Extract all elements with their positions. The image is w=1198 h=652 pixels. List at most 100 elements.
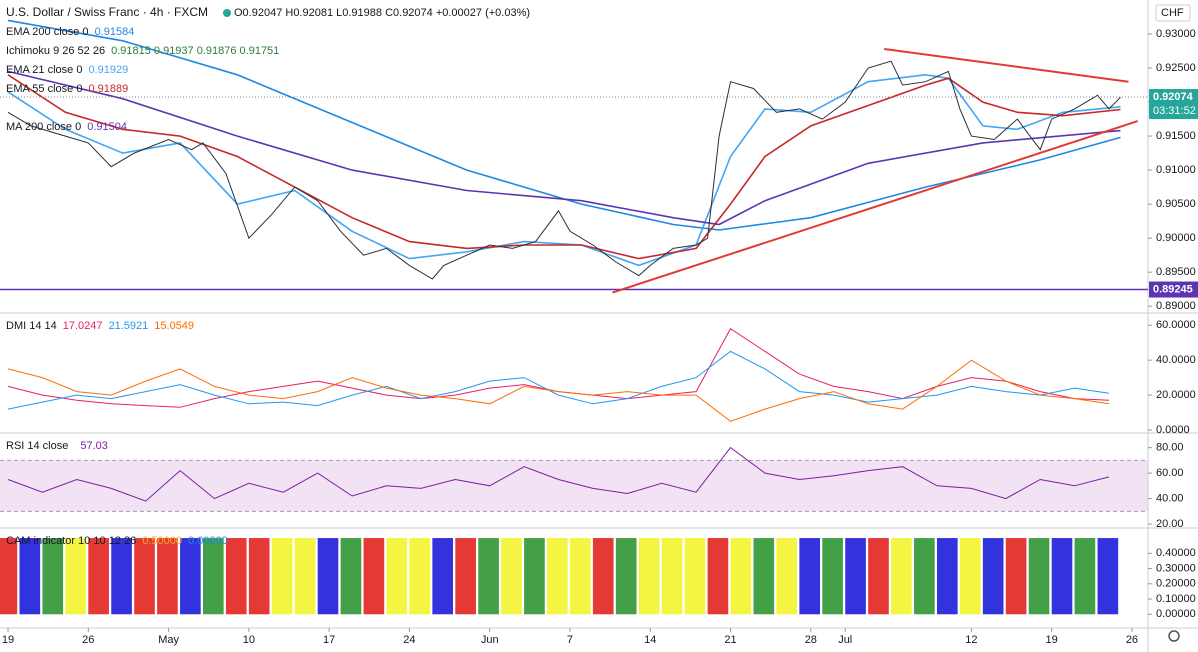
cam-bar [707,538,729,615]
x-tick-label: 10 [243,634,255,646]
indicator-line [7,446,1110,502]
cam-bar [271,538,293,615]
legend-value: 0.00000 [188,535,228,547]
x-tick-label: May [158,634,179,646]
x-tick-label: 19 [1046,634,1058,646]
legend-value: 57.03 [80,440,108,452]
cam-bar [317,538,339,615]
x-tick-label: 19 [2,634,14,646]
cam-bar [111,538,132,615]
y-tick-label: 0.00000 [1156,608,1196,620]
cam-bar [936,538,958,615]
cam-bar [1005,538,1027,615]
legend-name: EMA 55 close 0 [6,83,82,95]
legend-name: EMA 200 close 0 [6,26,89,38]
cam-bar [65,538,87,615]
x-tick-label: 12 [965,634,977,646]
x-tick-label: 14 [644,634,656,646]
cam-bar [88,538,109,615]
cam-bar [822,538,843,615]
x-tick-label: 26 [82,634,94,646]
cam-bar [294,538,316,615]
y-tick-label: 0.0000 [1156,424,1190,436]
cam-bar [638,538,660,615]
last-price-tag [1149,89,1198,120]
y-tick-label: 40.0000 [1156,354,1196,366]
cam-bar [409,538,431,615]
cam-bar [753,538,775,615]
pane-title: DMI 14 14 [6,320,57,332]
y-tick-label: 0.40000 [1156,547,1196,559]
cam-bar [1074,538,1096,615]
cam-bar [868,538,889,615]
cam-bar [776,538,798,615]
x-tick-label: 26 [1126,634,1138,646]
y-tick-label: 0.92500 [1156,62,1196,74]
pane-title: RSI 14 close [6,440,68,452]
cam-bar [225,538,247,615]
cam-bar [134,538,155,615]
indicator-line [7,70,1121,226]
y-tick-label: 40.00 [1156,492,1184,504]
price-line [7,60,1121,280]
cam-bar [730,538,752,615]
x-tick-label: Jul [838,634,852,646]
indicator-line [7,359,1110,422]
cam-bar [157,538,178,615]
x-tick-label: 28 [805,634,817,646]
rsi-band [0,460,1148,512]
cam-bar [799,538,820,615]
indicator-line [7,350,1110,410]
y-tick-label: 60.0000 [1156,319,1196,331]
currency-label[interactable]: CHF [1161,7,1184,19]
y-tick-label: 0.89000 [1156,300,1196,312]
cam-bar [19,538,41,615]
y-tick-label: 0.91000 [1156,164,1196,176]
cam-bar [180,538,201,615]
cam-bar [501,538,522,615]
legend-value: 0.50000 [142,535,182,547]
legend-value: 21.5921 [109,320,149,332]
trendline [884,48,1129,83]
legend-value: 0.91889 [88,83,128,95]
countdown-label: 03:31:52 [1153,105,1196,117]
x-tick-label: 21 [724,634,736,646]
currency-button[interactable] [1155,4,1191,22]
legend-name: EMA 21 close 0 [6,64,82,76]
y-tick-label: 80.00 [1156,442,1184,454]
y-tick-label: 0.90500 [1156,198,1196,210]
cam-bar [914,538,935,615]
legend-value: 0.91504 [87,121,127,133]
cam-bar [1097,538,1119,615]
legend-value: 0.91815 0.91937 0.91876 0.91751 [111,45,279,57]
x-tick-label: 7 [567,634,573,646]
indicator-line [7,73,1121,267]
settings-icon[interactable] [1168,630,1180,642]
y-tick-label: 0.93000 [1156,28,1196,40]
x-tick-label: 17 [323,634,335,646]
legend-value: 0.91584 [95,26,135,38]
cam-bar [1028,538,1050,615]
legend-value: 17.0247 [63,320,103,332]
y-tick-label: 0.30000 [1156,562,1196,574]
last-price-label: 0.92074 [1153,91,1194,103]
cam-bar [547,538,568,615]
y-tick-label: 0.20000 [1156,578,1196,590]
cam-bar [248,538,270,615]
cam-bar [524,538,545,615]
cam-bar [615,538,637,615]
cam-bar [569,538,591,615]
y-tick-label: 0.10000 [1156,593,1196,605]
legend-name: MA 200 close 0 [6,121,81,133]
x-tick-label: Jun [481,634,499,646]
y-tick-label: 0.89500 [1156,266,1196,278]
cam-bar [891,538,912,615]
cam-bar [982,538,1004,615]
cam-bar [478,538,499,615]
y-tick-label: 20.00 [1156,518,1184,530]
cam-bar [959,538,981,615]
indicator-line [7,74,1121,260]
y-tick-label: 60.00 [1156,467,1184,479]
legend-name: Ichimoku 9 26 52 26 [6,45,105,57]
